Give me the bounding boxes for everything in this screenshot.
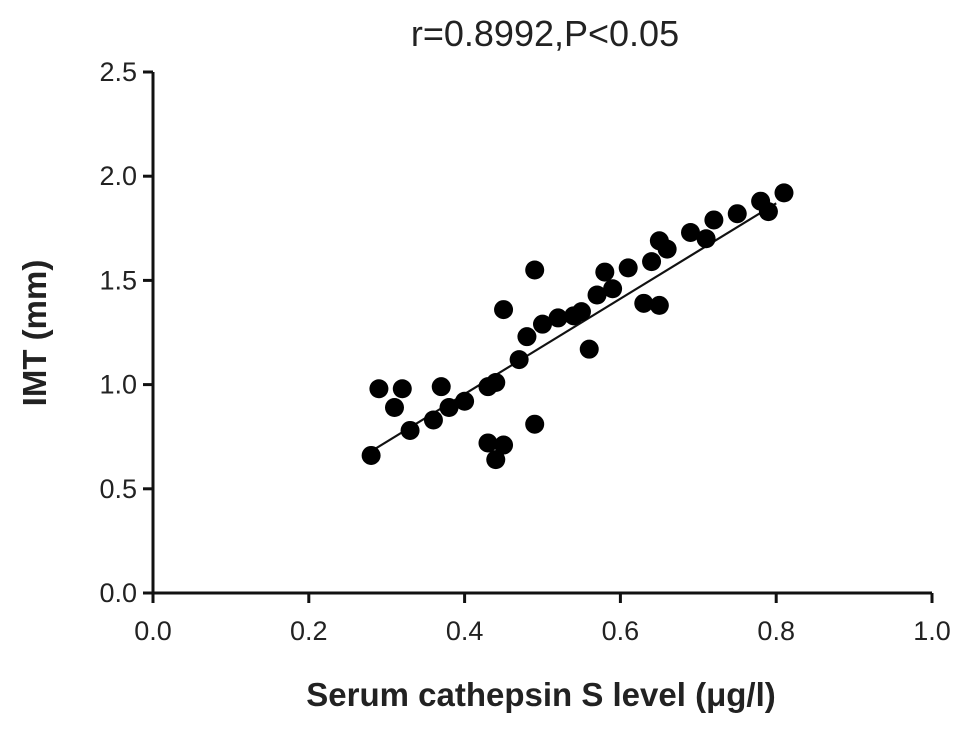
chart-title: r=0.8992,P<0.05 xyxy=(411,13,679,54)
data-point xyxy=(649,295,669,315)
x-tick-label: 0.0 xyxy=(134,616,172,646)
x-axis-title: Serum cathepsin S level (μg/l) xyxy=(306,676,776,713)
y-tick-label: 2.5 xyxy=(99,57,137,87)
x-tick-label: 0.2 xyxy=(290,616,328,646)
data-point xyxy=(657,239,677,259)
data-point xyxy=(392,379,412,399)
y-axis-ticks: 0.0 0.5 1.0 1.5 2.0 2.5 xyxy=(99,57,153,608)
data-point xyxy=(548,308,568,328)
data-point xyxy=(727,204,747,224)
data-point xyxy=(509,350,529,370)
data-point xyxy=(571,302,591,322)
data-point xyxy=(696,229,716,249)
data-point xyxy=(704,210,724,230)
data-point xyxy=(587,285,607,305)
data-point xyxy=(486,373,506,393)
data-point xyxy=(478,433,498,453)
data-point xyxy=(774,183,794,203)
y-tick-label: 0.5 xyxy=(99,474,137,504)
x-tick-label: 0.4 xyxy=(446,616,484,646)
data-point xyxy=(400,420,420,440)
data-point xyxy=(423,410,443,430)
data-point xyxy=(494,435,514,455)
x-tick-label: 1.0 xyxy=(913,616,951,646)
y-tick-label: 0.0 xyxy=(99,578,137,608)
data-point xyxy=(525,414,545,434)
data-point xyxy=(517,327,537,347)
data-point xyxy=(642,252,662,272)
data-point xyxy=(384,398,404,418)
data-point xyxy=(595,262,615,282)
y-tick-label: 2.0 xyxy=(99,161,137,191)
data-point xyxy=(439,398,459,418)
axes xyxy=(151,72,932,595)
data-point xyxy=(486,450,506,470)
data-point xyxy=(369,379,389,399)
data-point xyxy=(361,445,381,465)
data-point xyxy=(758,202,778,222)
x-axis-ticks: 0.0 0.2 0.4 0.6 0.8 1.0 xyxy=(134,593,951,646)
data-point xyxy=(533,314,552,334)
y-tick-label: 1.5 xyxy=(99,265,137,295)
data-point xyxy=(634,293,654,313)
data-point xyxy=(603,279,623,299)
data-point xyxy=(525,260,545,280)
data-points xyxy=(361,183,794,470)
data-point xyxy=(681,222,701,242)
y-tick-label: 1.0 xyxy=(99,370,137,400)
y-axis-title: IMT (mm) xyxy=(16,260,53,407)
x-tick-label: 0.6 xyxy=(602,616,640,646)
data-point xyxy=(431,377,451,397)
data-point xyxy=(494,300,514,320)
data-point xyxy=(455,391,475,411)
data-point xyxy=(579,339,599,359)
data-point xyxy=(618,258,638,278)
x-tick-label: 0.8 xyxy=(757,616,795,646)
